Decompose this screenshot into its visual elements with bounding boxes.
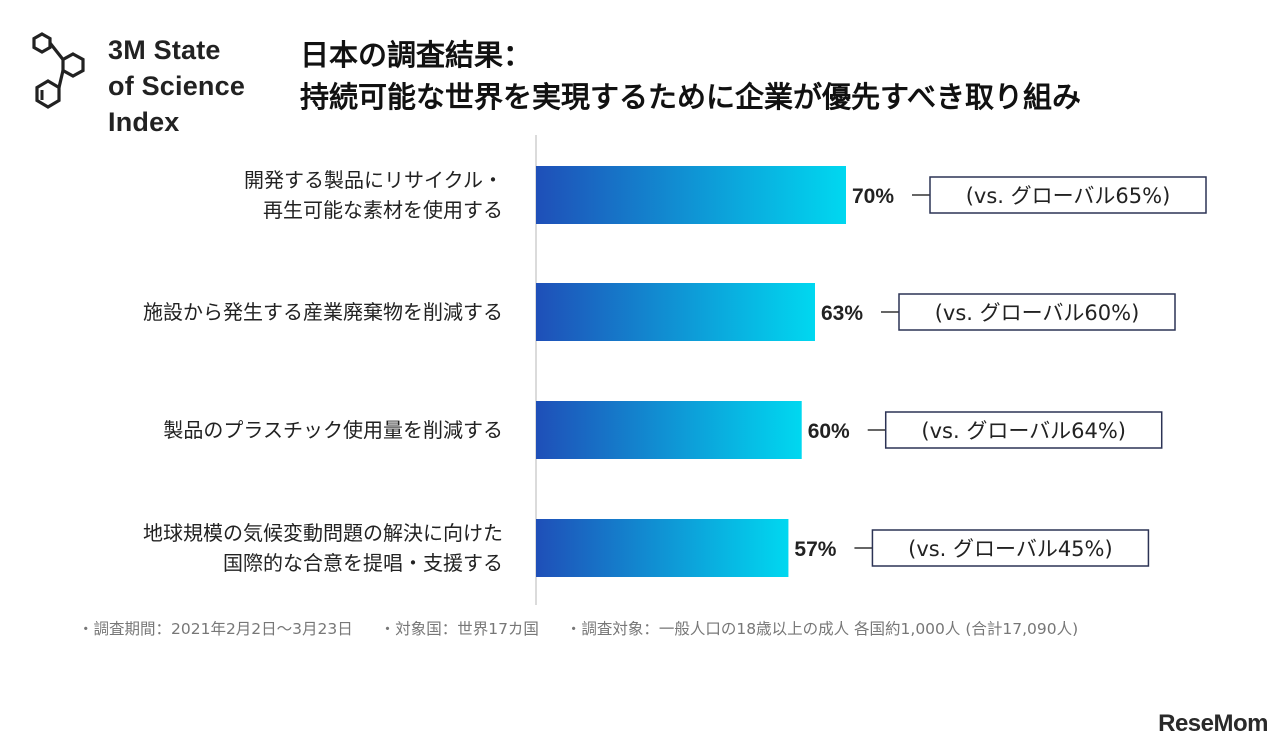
bar-1 xyxy=(536,283,815,341)
comparison-label-0: (vs. グローバル65%) xyxy=(966,184,1171,208)
bar-0 xyxy=(536,166,846,224)
comparison-box-2 xyxy=(884,411,1163,449)
value-label-0: 70% xyxy=(852,185,894,208)
title-line-2: 持続可能な世界を実現するために企業が優先すべき取り組み xyxy=(300,80,1081,114)
footnote-target: ・調査対象：一般人口の18歳以上の成人 各国約1,000人 (合計17,090人… xyxy=(565,620,1079,638)
footnote: ・調査期間：2021年2月2日〜3月23日 ・対象国：世界17カ国 ・調査対象：… xyxy=(78,617,1100,639)
brand-line-1: 3M State xyxy=(108,35,221,65)
category-label-0-1: 再生可能な素材を使用する xyxy=(263,198,503,222)
comparison-box-1 xyxy=(898,293,1176,331)
comparison-label-2: (vs. グローバル64%) xyxy=(921,419,1126,443)
molecule-logo-icon xyxy=(32,32,85,109)
watermark-logo: ReseMom xyxy=(1158,710,1268,737)
value-label-1: 63% xyxy=(821,302,863,325)
comparison-box-3 xyxy=(871,529,1150,567)
comparison-label-1: (vs. グローバル60%) xyxy=(935,301,1140,325)
bar-3 xyxy=(536,519,789,577)
comparison-box-0 xyxy=(929,176,1207,214)
comparison-label-3: (vs. グローバル45%) xyxy=(908,537,1113,561)
title-line-1: 日本の調査結果： xyxy=(300,38,533,72)
footnote-countries: ・対象国：世界17カ国 xyxy=(379,620,539,638)
category-label-1-0: 施設から発生する産業廃棄物を削減する xyxy=(143,300,503,324)
chart-title: 日本の調査結果： 持続可能な世界を実現するために企業が優先すべき取り組み xyxy=(300,34,1081,118)
brand-line-2: of Science xyxy=(108,71,246,101)
category-label-0-0: 開発する製品にリサイクル・ xyxy=(244,168,503,192)
footnote-period: ・調査期間：2021年2月2日〜3月23日 xyxy=(78,620,353,638)
value-label-3: 57% xyxy=(794,538,836,561)
brand-line-3: Index xyxy=(108,107,180,137)
bar-2 xyxy=(536,401,802,459)
category-label-3-1: 国際的な合意を提唱・支援する xyxy=(223,551,503,575)
category-label-3-0: 地球規模の気候変動問題の解決に向けた xyxy=(143,521,503,545)
brand-name: 3M State of Science Index xyxy=(108,32,245,140)
value-label-2: 60% xyxy=(808,420,850,443)
category-label-2-0: 製品のプラスチック使用量を削減する xyxy=(163,418,503,442)
